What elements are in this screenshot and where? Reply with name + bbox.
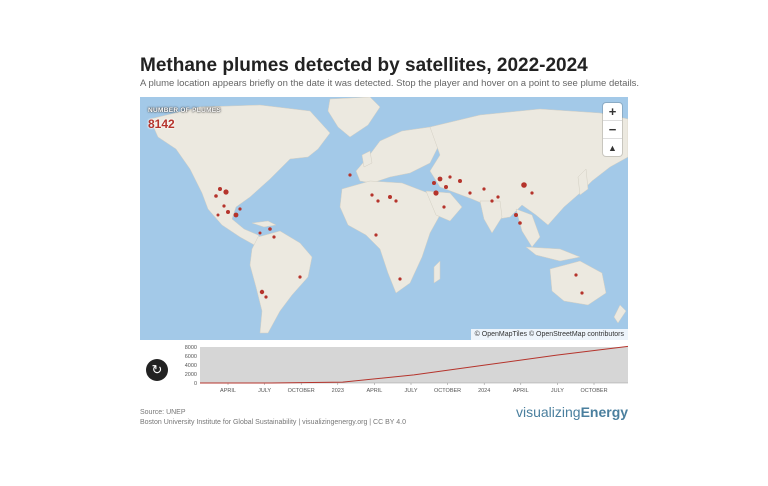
- land-madagascar: [433, 260, 441, 284]
- plume-count-label: NUMBER OF PLUMES: [148, 107, 222, 114]
- x-tick-label: 2024: [478, 388, 490, 394]
- plume-point: [468, 191, 472, 195]
- plume-point: [530, 191, 534, 195]
- y-tick-label: 0: [194, 381, 197, 387]
- plume-point: [458, 179, 462, 183]
- plume-point: [388, 195, 392, 199]
- plume-point: [514, 213, 518, 217]
- plume-point: [374, 233, 378, 237]
- x-tick-label: 2023: [332, 388, 344, 394]
- plume-point: [233, 212, 239, 218]
- plume-count-value: 8142: [148, 117, 175, 131]
- plume-point: [482, 187, 486, 191]
- plume-point: [258, 231, 262, 235]
- x-tick-label: APRIL: [366, 388, 382, 394]
- plume-point: [394, 199, 398, 203]
- x-tick-label: OCTOBER: [434, 388, 461, 394]
- x-tick-label: APRIL: [220, 388, 236, 394]
- x-tick-label: JULY: [551, 388, 564, 394]
- zoom-out-button[interactable]: −: [603, 121, 622, 139]
- plume-point: [442, 205, 446, 209]
- zoom-in-button[interactable]: +: [603, 103, 622, 121]
- y-tick-label: 2000: [185, 372, 197, 378]
- plume-point: [298, 275, 302, 279]
- page-subtitle: A plume location appears briefly on the …: [140, 78, 640, 89]
- plume-point: [521, 182, 527, 188]
- reset-north-button[interactable]: ▲: [608, 142, 617, 153]
- plume-point: [223, 189, 229, 195]
- source-line-1: Source: UNEP: [140, 409, 186, 416]
- land-africa: [339, 180, 441, 294]
- map-zoom-controls: + − ▲: [603, 103, 622, 156]
- land-cuba: [251, 220, 277, 228]
- source-note: Source: UNEP Boston University Institute…: [140, 408, 406, 428]
- plume-point: [496, 195, 500, 199]
- plume-point: [238, 207, 242, 211]
- brand-part-2: Energy: [580, 404, 629, 420]
- plume-point: [437, 176, 443, 182]
- plume-point: [433, 190, 439, 196]
- plume-point: [268, 227, 272, 231]
- x-tick-label: JULY: [404, 388, 417, 394]
- land-uk: [361, 150, 373, 168]
- plume-point: [574, 273, 578, 277]
- timeline-player: ↻ 8000 6000 4000 2000 0 APRIL JULY OCTOBER 2023…: [140, 343, 628, 398]
- plume-point: [370, 193, 374, 197]
- timeline-background: [200, 347, 628, 383]
- land-new-zealand: [613, 304, 627, 324]
- plume-point: [348, 173, 352, 177]
- plume-point: [398, 277, 402, 281]
- land-north-america: [149, 104, 331, 248]
- timeline-svg[interactable]: 8000 6000 4000 2000 0 APRIL JULY OCTOBER 2023 AP…: [140, 343, 628, 398]
- land-japan: [577, 168, 589, 196]
- map-attribution[interactable]: © OpenMapTiles © OpenStreetMap contribut…: [470, 329, 628, 340]
- plume-point: [432, 181, 436, 185]
- plume-point: [226, 210, 230, 214]
- plume-markers: [214, 173, 584, 299]
- plume-point: [216, 213, 220, 217]
- world-map[interactable]: NUMBER OF PLUMES 8142 + − ▲ © OpenMapTil…: [140, 97, 628, 340]
- brand-part-1: visualizing: [516, 404, 581, 420]
- plume-point: [222, 204, 226, 208]
- plume-point: [490, 199, 494, 203]
- source-line-2: Boston University Institute for Global S…: [140, 419, 407, 426]
- page-title: Methane plumes detected by satellites, 2…: [140, 55, 588, 76]
- cumulative-plume-line: [200, 345, 628, 384]
- plume-point: [272, 235, 276, 239]
- land-india: [479, 200, 503, 234]
- y-tick-label: 4000: [185, 363, 197, 369]
- replay-button[interactable]: ↻: [146, 359, 168, 381]
- plume-point: [580, 291, 584, 295]
- y-tick-label: 6000: [185, 354, 197, 360]
- plume-point: [214, 194, 218, 198]
- land-south-america: [249, 230, 313, 334]
- brand-logo[interactable]: visualizingEnergy: [516, 404, 628, 420]
- land-se-asia: [515, 208, 541, 248]
- land-indonesia: [525, 246, 581, 262]
- y-tick-label: 8000: [185, 345, 197, 351]
- x-tick-label: JULY: [258, 388, 271, 394]
- land-greenland: [327, 97, 381, 138]
- land-australia: [549, 260, 607, 306]
- x-tick-label: OCTOBER: [580, 388, 607, 394]
- plume-point: [518, 221, 522, 225]
- plume-point: [218, 187, 222, 191]
- plume-point: [444, 185, 448, 189]
- plume-point: [448, 175, 452, 179]
- plume-point: [259, 289, 265, 295]
- map-canvas[interactable]: [140, 97, 628, 340]
- x-tick-label: OCTOBER: [288, 388, 315, 394]
- replay-icon: ↻: [151, 362, 163, 377]
- plume-point: [264, 295, 268, 299]
- x-tick-label: APRIL: [513, 388, 529, 394]
- plume-point: [376, 199, 380, 203]
